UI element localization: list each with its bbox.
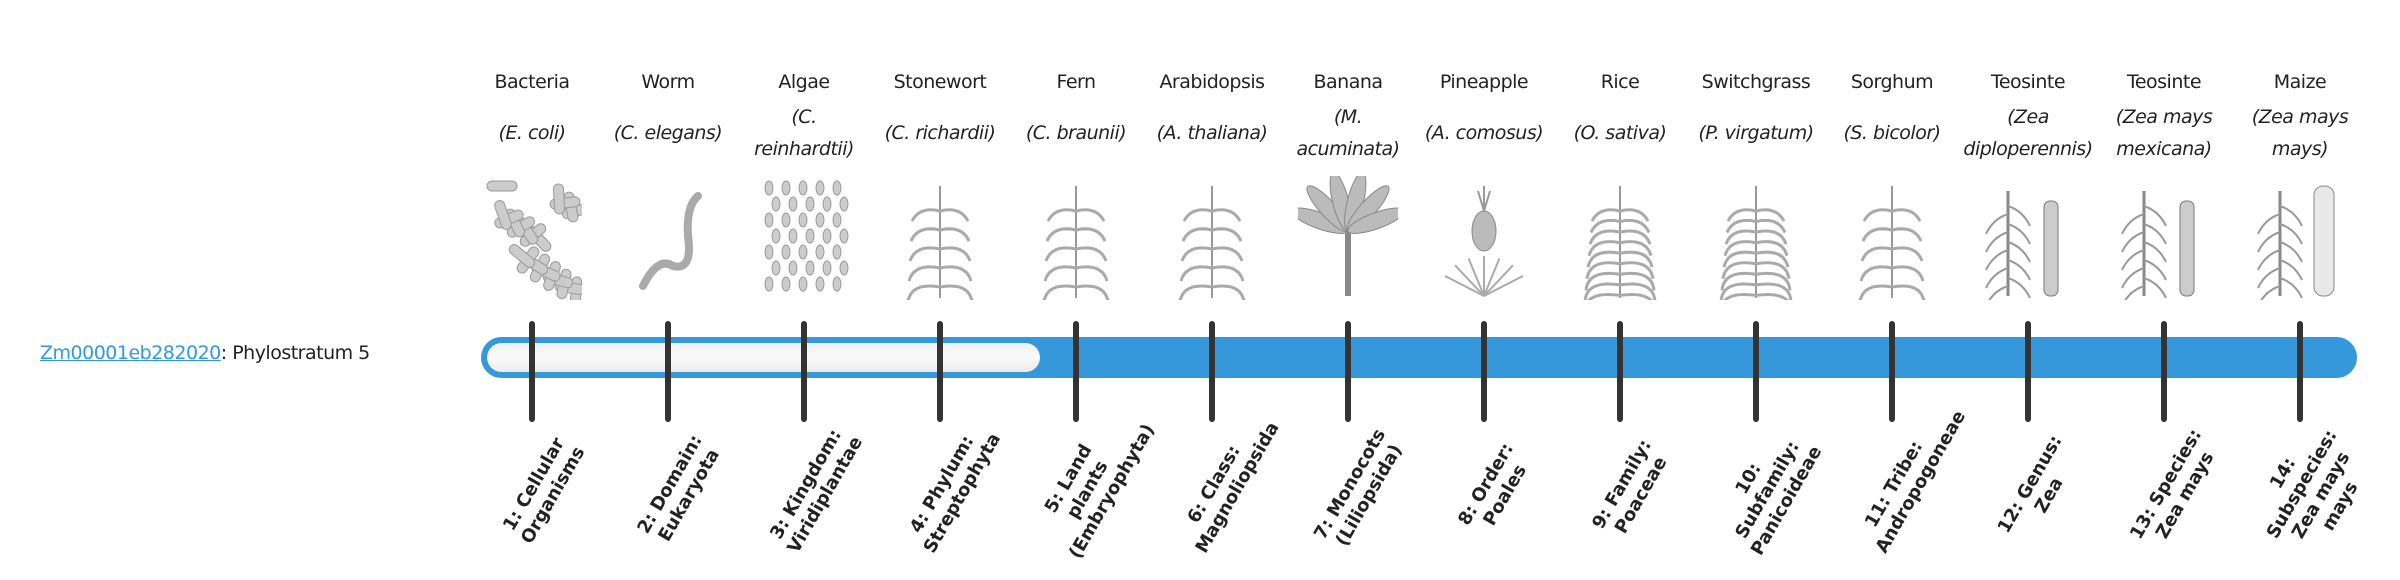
stratum-tick: [1481, 321, 1487, 422]
organism-common-name: Algae: [778, 71, 830, 93]
stratum-tick: [2297, 321, 2303, 422]
organism-common-name: Stonewort: [893, 71, 987, 93]
stratum-label: 2: Domain: Eukaryota: [633, 431, 724, 546]
stratum-tick: [665, 321, 671, 422]
organism-common-name: Arabidopsis: [1159, 71, 1265, 93]
bar-unfilled-region: [487, 343, 1040, 372]
stratum-tick: [2025, 321, 2031, 422]
organism-common-name: Rice: [1600, 71, 1640, 93]
gene-link[interactable]: Zm00001eb282020: [40, 342, 221, 364]
organism-column: Switchgrass (P. virgatum): [1688, 62, 1824, 164]
organism-common-name: Teosinte: [2126, 71, 2202, 93]
stratum-label: 6: Class: Magnoliopsida: [1183, 418, 1284, 557]
organism-column: Bacteria (E. coli): [464, 62, 600, 164]
organism-common-name: Banana: [1313, 71, 1383, 93]
stratum-tick: [2161, 321, 2167, 422]
stratum-label: 3: Kingdom: Viridiplantae: [766, 425, 868, 557]
organism-column: Banana (M. acuminata): [1280, 62, 1416, 164]
organism-common-name: Pineapple: [1439, 71, 1529, 93]
stratum-label: 7: Monocots (Liliopsida): [1309, 425, 1407, 550]
organism-scientific-name: (Zea diploperennis): [1963, 106, 2093, 160]
stratum-tick: [1753, 321, 1759, 422]
organism-scientific-name: (M. acuminata): [1296, 106, 1400, 160]
organism-column: Arabidopsis (A. thaliana): [1144, 62, 1280, 164]
stratum-label: 8: Order: Poales: [1454, 439, 1531, 530]
stratum-tick: [529, 321, 535, 422]
organism-scientific-name: (Zea mays mexicana): [2115, 106, 2213, 160]
stratum-tick: [1617, 321, 1623, 422]
organism-column: Teosinte (Zea mays mexicana): [2096, 62, 2232, 164]
stratum-label: 11: Tribe: Andropogoneae: [1860, 407, 1971, 557]
stratum-tick: [1345, 321, 1351, 422]
stratum-label: 4: Phylum: Streptophyta: [905, 429, 1006, 557]
organism-column: Stonewort (C. richardii): [872, 62, 1008, 164]
arabidopsis-icon: [1162, 176, 1262, 302]
organism-common-name: Bacteria: [494, 71, 571, 93]
teosinte-icon: [1978, 176, 2078, 307]
phylostratum-text: : Phylostratum 5: [220, 342, 371, 364]
teosinte-icon: [2114, 176, 2214, 307]
organism-common-name: Fern: [1056, 71, 1096, 93]
organism-column: Rice (O. sativa): [1552, 62, 1688, 164]
organism-common-name: Worm: [641, 71, 695, 93]
organism-column: Algae (C. reinhardtii): [736, 62, 872, 164]
organism-common-name: Switchgrass: [1701, 71, 1811, 93]
stonewort-icon: [890, 176, 990, 302]
stratum-tick: [801, 321, 807, 422]
organism-column: Maize (Zea mays mays): [2232, 62, 2368, 164]
organism-common-name: Teosinte: [1990, 71, 2066, 93]
organism-column: Teosinte (Zea diploperennis): [1960, 62, 2096, 164]
organism-scientific-name: (A. thaliana): [1156, 122, 1268, 144]
sorghum-icon: [1842, 176, 1942, 302]
pineapple-icon: [1434, 176, 1534, 300]
organism-common-name: Maize: [2273, 71, 2327, 93]
organism-column: Sorghum (S. bicolor): [1824, 62, 1960, 164]
algae-icon: [754, 176, 854, 300]
stratum-label: 12: Genus: Zea: [1993, 431, 2068, 537]
stratum-label: 13: Species: Zea mays: [2126, 425, 2219, 543]
organism-scientific-name: (C. braunii): [1025, 122, 1127, 144]
switchgrass-icon: [1706, 176, 1806, 314]
stratum-tick: [1209, 321, 1215, 422]
bacteria-icon: [482, 176, 593, 308]
rice-icon: [1570, 176, 1670, 314]
organism-scientific-name: (C. richardii): [884, 122, 996, 144]
organism-column: Worm (C. elegans): [600, 62, 736, 164]
organism-scientific-name: (C. elegans): [613, 122, 723, 144]
maize-icon: [2250, 176, 2350, 307]
stratum-label: 14: Subspecies: Zea mays mays: [2262, 426, 2363, 543]
stratum-tick: [1073, 321, 1079, 422]
stratum-tick: [937, 321, 943, 422]
organism-scientific-name: (Zea mays mays): [2251, 106, 2349, 160]
stratum-label: 10: Subfamily: Panicoideae: [1731, 437, 1827, 560]
stratum-label: 5: Land plants (Embryophyta): [1040, 420, 1159, 563]
worm-icon: [618, 176, 718, 300]
organism-scientific-name: (P. virgatum): [1698, 122, 1814, 144]
organism-scientific-name: (E. coli): [498, 122, 566, 144]
organism-scientific-name: (O. sativa): [1573, 122, 1667, 144]
organism-column: Fern (C. braunii): [1008, 62, 1144, 164]
organism-scientific-name: (A. comosus): [1424, 122, 1544, 144]
organism-scientific-name: (C. reinhardtii): [754, 106, 854, 160]
gene-label: Zm00001eb282020: Phylostratum 5: [40, 342, 370, 364]
stratum-label: 9: Family: Poaceae: [1588, 435, 1672, 538]
phylostratum-bar: [481, 337, 2357, 378]
banana-icon: [1290, 172, 1406, 300]
organism-scientific-name: (S. bicolor): [1843, 122, 1941, 144]
organism-common-name: Sorghum: [1850, 71, 1934, 93]
organism-column: Pineapple (A. comosus): [1416, 62, 1552, 164]
fern-icon: [1026, 176, 1126, 302]
stratum-label: 1: Cellular Organisms: [499, 434, 590, 548]
stratum-tick: [1889, 321, 1895, 422]
